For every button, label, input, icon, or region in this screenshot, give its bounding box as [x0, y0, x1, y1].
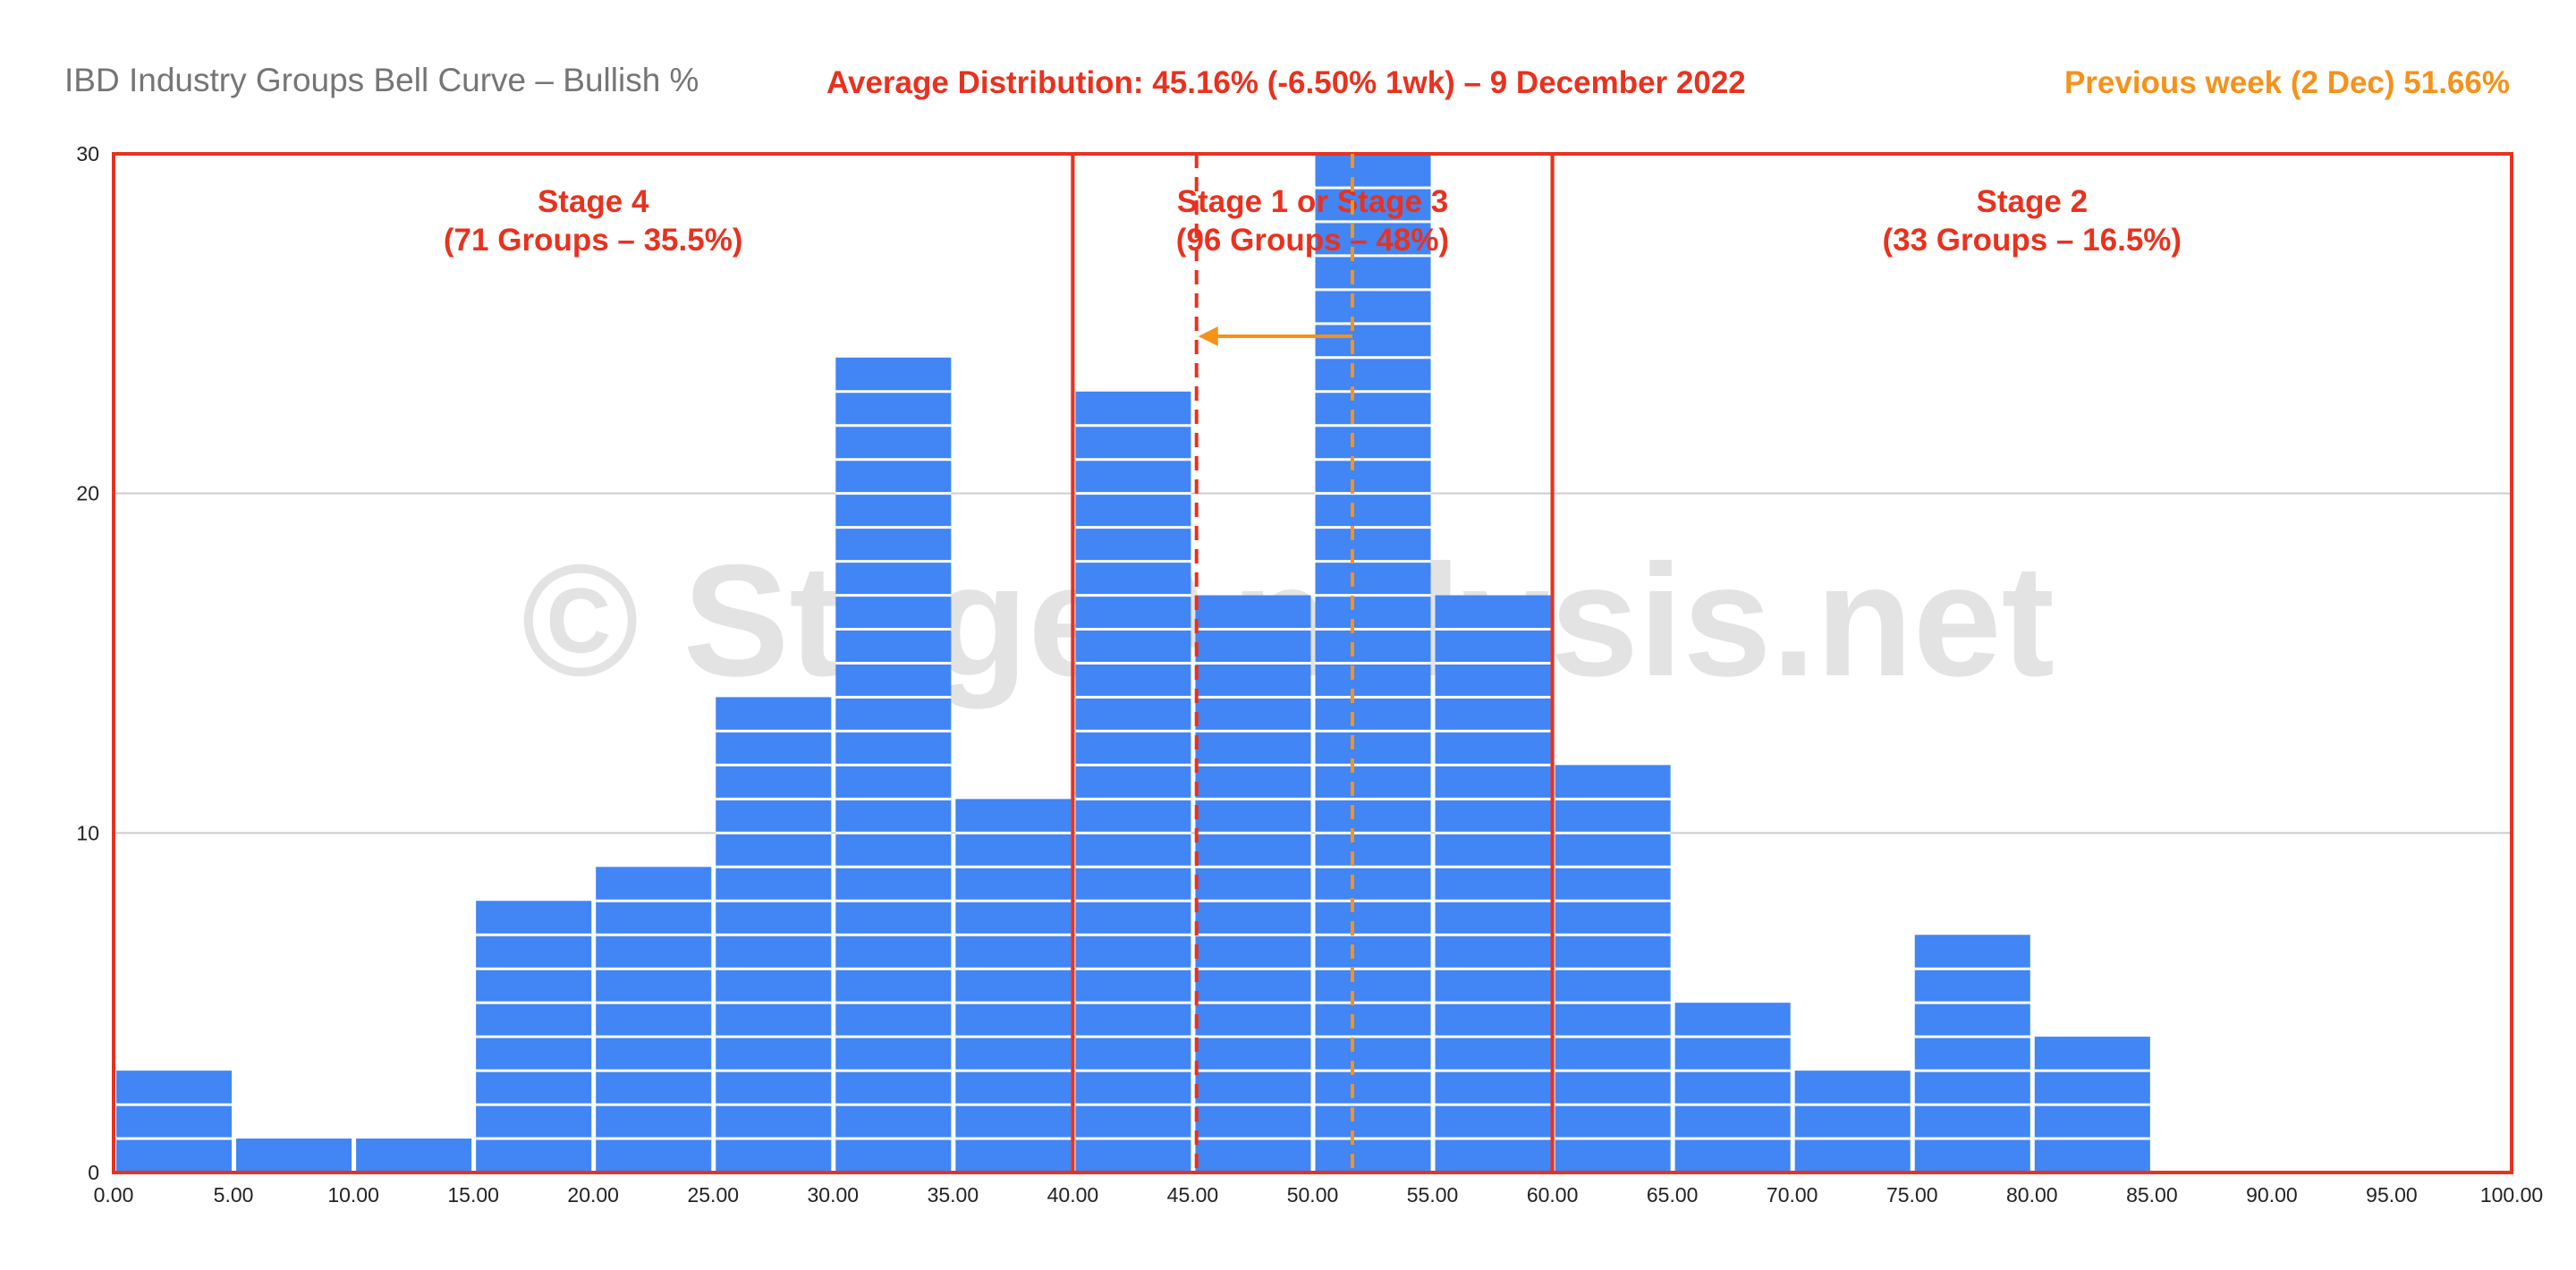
x-tick-label: 10.00	[327, 1183, 379, 1206]
bar	[236, 1139, 352, 1173]
x-tick-label: 30.00	[808, 1183, 860, 1206]
average-lines	[1194, 154, 1355, 1173]
x-tick-label: 0.00	[94, 1183, 134, 1206]
y-tick-label: 10	[76, 821, 99, 844]
x-tick-label: 35.00	[928, 1183, 979, 1206]
bar	[596, 867, 712, 1173]
bar	[1914, 935, 2030, 1173]
stage-zone-subtitle: (71 Groups – 35.5%)	[444, 223, 743, 258]
average-distribution-text: Average Distribution: 45.16% (-6.50% 1wk…	[826, 65, 1746, 100]
x-tick-label: 95.00	[2366, 1183, 2418, 1206]
stage-zone-title: Stage 2	[1977, 184, 2089, 219]
x-tick-label: 100.00	[2480, 1183, 2543, 1206]
stage-zones: Stage 4 (71 Groups – 35.5%) Stage 1 or Sta…	[112, 152, 2513, 1174]
x-tick-label: 60.00	[1527, 1183, 1579, 1206]
stage-zone-title: Stage 1 or Stage 3	[1177, 184, 1448, 219]
stage-zone-subtitle: (33 Groups – 16.5%)	[1883, 223, 2182, 258]
grid-lines	[114, 492, 2512, 834]
previous-week-text: Previous week (2 Dec) 51.66%	[2064, 65, 2510, 100]
x-tick-label: 55.00	[1407, 1183, 1459, 1206]
bar	[955, 799, 1072, 1173]
x-tick-label: 70.00	[1767, 1183, 1818, 1206]
y-tick-label: 0	[88, 1161, 99, 1184]
x-tick-label: 75.00	[1886, 1183, 1938, 1206]
y-tick-label: 30	[76, 142, 99, 165]
bar	[1195, 595, 1311, 1173]
bar	[1794, 1071, 1911, 1173]
stage-zone-box	[1550, 152, 2513, 1174]
bar	[356, 1139, 472, 1173]
y-tick-label: 20	[76, 482, 99, 505]
x-tick-label: 65.00	[1647, 1183, 1699, 1206]
bar	[1435, 595, 1551, 1173]
x-tick-label: 85.00	[2126, 1183, 2178, 1206]
bar	[1075, 391, 1191, 1173]
histogram-bars	[116, 154, 2514, 1173]
shift-arrow-head	[1198, 326, 1218, 346]
x-tick-label: 15.00	[447, 1183, 499, 1206]
x-tick-label: 80.00	[2006, 1183, 2058, 1206]
chart-title: IBD Industry Groups Bell Curve – Bullish…	[64, 62, 699, 98]
y-axis-labels: 0 10 20 30	[76, 142, 99, 1184]
x-tick-label: 20.00	[567, 1183, 619, 1206]
x-tick-label: 90.00	[2246, 1183, 2298, 1206]
x-tick-label: 25.00	[687, 1183, 739, 1206]
x-axis-labels: 0.00 5.00 10.00 15.00 20.00 25.00 30.00 35.00 40…	[94, 1183, 2544, 1206]
x-tick-label: 5.00	[214, 1183, 254, 1206]
bar	[1674, 1003, 1791, 1173]
bar	[116, 1071, 233, 1173]
x-tick-label: 40.00	[1047, 1183, 1099, 1206]
stage-zone-title: Stage 4	[538, 184, 649, 219]
x-tick-label: 50.00	[1287, 1183, 1339, 1206]
stage-zone-subtitle: (96 Groups – 48%)	[1176, 223, 1449, 258]
x-tick-label: 45.00	[1167, 1183, 1219, 1206]
